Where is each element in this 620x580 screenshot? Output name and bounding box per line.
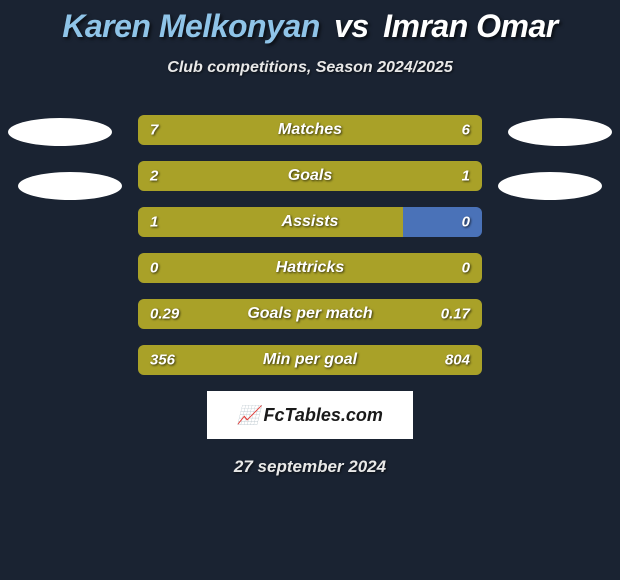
player1-name: Karen Melkonyan [62, 8, 319, 44]
stat-label: Assists [138, 213, 482, 231]
player2-oval-2 [498, 172, 602, 200]
player2-oval-1 [508, 118, 612, 146]
title: Karen Melkonyan vs Imran Omar [0, 8, 620, 45]
content-area: 7Matches62Goals11Assists00Hattricks00.29… [0, 115, 620, 477]
stat-row: 1Assists0 [138, 207, 482, 237]
stat-value-right: 0.17 [441, 306, 470, 323]
stat-label: Goals per match [138, 305, 482, 323]
vs-text: vs [334, 8, 369, 44]
logo-text: 📈 FcTables.com [237, 405, 383, 426]
stat-row: 2Goals1 [138, 161, 482, 191]
stat-label: Hattricks [138, 259, 482, 277]
stat-value-right: 804 [445, 352, 470, 369]
chart-icon: 📈 [237, 405, 259, 426]
player1-oval-1 [8, 118, 112, 146]
bars-container: 7Matches62Goals11Assists00Hattricks00.29… [138, 115, 482, 375]
stat-value-right: 0 [462, 260, 470, 277]
player2-name: Imran Omar [383, 8, 558, 44]
stat-label: Matches [138, 121, 482, 139]
stat-row: 7Matches6 [138, 115, 482, 145]
stat-row: 356Min per goal804 [138, 345, 482, 375]
logo-box: 📈 FcTables.com [207, 391, 413, 439]
player1-oval-2 [18, 172, 122, 200]
subtitle: Club competitions, Season 2024/2025 [0, 59, 620, 77]
date-text: 27 september 2024 [0, 457, 620, 477]
stat-value-right: 0 [462, 214, 470, 231]
stat-value-right: 1 [462, 168, 470, 185]
stat-row: 0.29Goals per match0.17 [138, 299, 482, 329]
stat-row: 0Hattricks0 [138, 253, 482, 283]
stat-value-right: 6 [462, 122, 470, 139]
stat-label: Min per goal [138, 351, 482, 369]
stat-label: Goals [138, 167, 482, 185]
logo-label: FcTables.com [264, 405, 383, 426]
comparison-infographic: Karen Melkonyan vs Imran Omar Club compe… [0, 0, 620, 580]
